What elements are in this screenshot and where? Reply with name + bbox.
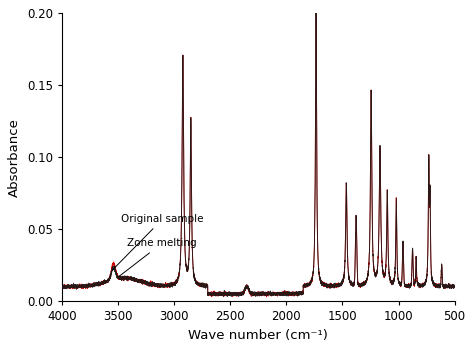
Text: Original sample: Original sample xyxy=(112,214,204,270)
X-axis label: Wave number (cm⁻¹): Wave number (cm⁻¹) xyxy=(188,329,328,342)
Y-axis label: Absorbance: Absorbance xyxy=(9,118,21,197)
Text: Zone melting: Zone melting xyxy=(119,238,197,276)
